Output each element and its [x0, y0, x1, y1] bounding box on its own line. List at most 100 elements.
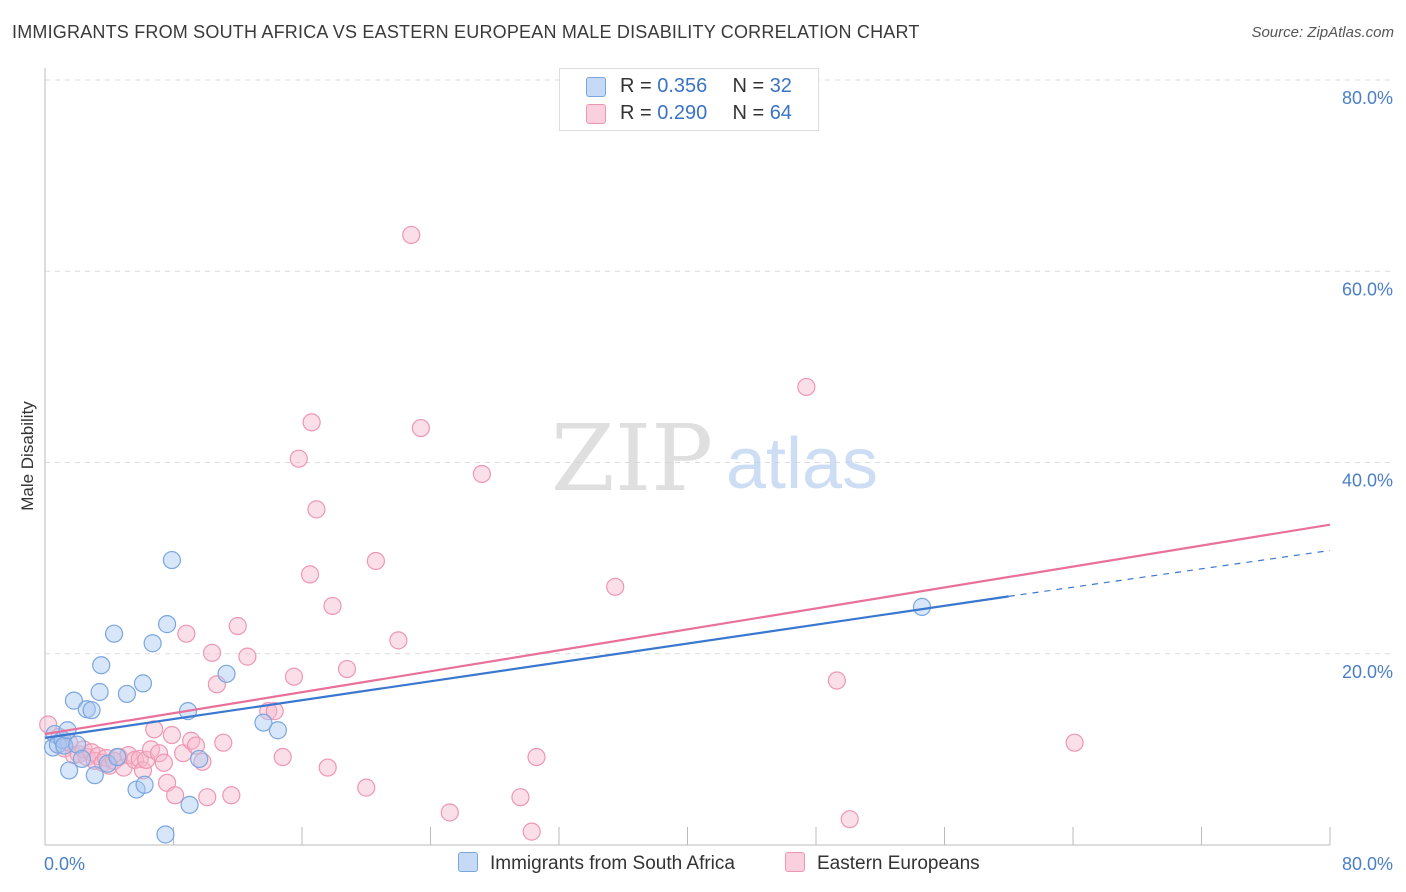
trend-line-south-africa-extension	[1008, 549, 1331, 597]
eastern-europeans-point	[527, 747, 546, 767]
legend-n-label: N =	[732, 102, 765, 124]
gridlines	[45, 79, 1393, 655]
eastern-europeans-point	[511, 788, 530, 807]
south-africa-point	[157, 615, 177, 634]
south-africa-point	[90, 682, 109, 702]
south-africa-point	[68, 735, 87, 754]
eastern-europeans-point	[228, 616, 247, 636]
eastern-europeans-point	[186, 736, 206, 755]
eastern-europeans-point	[1065, 733, 1084, 752]
bottom-legend-eastern-europeans: Eastern Europeans	[785, 852, 980, 875]
south-africa-point	[135, 775, 154, 794]
eastern-europeans-point	[522, 822, 541, 841]
legend-r-label: R =	[620, 102, 652, 124]
south-africa-point	[254, 713, 273, 732]
eastern-europeans-point	[389, 631, 408, 650]
eastern-europeans-point	[366, 551, 385, 571]
eastern-europeans-point	[402, 225, 421, 245]
y-axis-label: Male Disability	[18, 401, 37, 511]
eastern-europeans-point	[162, 725, 181, 745]
south-africa-point	[180, 795, 199, 814]
legend-n-value-blue: 32	[769, 75, 792, 97]
eastern-europeans-point	[154, 753, 173, 772]
south-africa-point	[108, 747, 127, 767]
eastern-europeans-point	[797, 377, 816, 397]
eastern-europeans-point	[222, 786, 241, 805]
eastern-europeans-point	[133, 761, 153, 780]
legend-n-value-pink: 64	[769, 102, 792, 124]
eastern-europeans-point	[265, 702, 284, 721]
eastern-europeans-point	[149, 744, 169, 763]
south-africa-point	[117, 684, 137, 704]
eastern-europeans-point	[307, 500, 326, 519]
correlation-legend: R = 0.356 N = 32 R = 0.290 N = 64	[559, 68, 819, 131]
south-africa-point	[143, 634, 162, 653]
x-tick-label: 80.0%	[1342, 854, 1393, 874]
watermark-atlas: atlas	[726, 424, 878, 504]
y-tick-label: 40.0%	[1342, 471, 1393, 491]
south-africa-point	[162, 550, 181, 570]
eastern-europeans-point	[214, 733, 233, 752]
watermark-zip: ZIP	[551, 405, 713, 512]
trend-line-south-africa	[44, 595, 1009, 739]
legend-swatch-pink	[586, 104, 606, 124]
legend-r-value-blue: 0.356	[657, 75, 708, 97]
eastern-europeans-point	[284, 667, 304, 686]
y-tick-label: 60.0%	[1342, 279, 1393, 299]
x-tick-labels: 0.0% 80.0%	[44, 854, 1393, 874]
eastern-europeans-point	[840, 810, 859, 829]
legend-n-label: N =	[732, 75, 765, 97]
bottom-legend-label-blue: Immigrants from South Africa	[490, 853, 735, 874]
y-tick-label: 20.0%	[1342, 662, 1393, 682]
eastern-europeans-point	[289, 449, 308, 468]
eastern-europeans-point	[300, 565, 320, 584]
south-africa-point	[59, 761, 79, 780]
eastern-europeans-point	[177, 624, 196, 643]
south-africa-point	[156, 825, 175, 844]
eastern-europeans-point	[259, 702, 278, 721]
eastern-europeans-point	[273, 747, 292, 767]
watermark: ZIP atlas	[551, 405, 878, 512]
eastern-europeans-point	[472, 464, 491, 484]
south-africa-point	[55, 736, 74, 755]
axes	[44, 68, 1331, 846]
legend-swatch-blue	[586, 77, 606, 97]
trend-lines	[44, 523, 1331, 739]
south-africa-point	[72, 749, 92, 769]
bottom-legend-south-africa: Immigrants from South Africa	[458, 852, 735, 875]
eastern-europeans-point	[302, 413, 321, 432]
eastern-europeans-point	[166, 786, 185, 805]
south-africa-point	[64, 691, 84, 710]
bottom-legend-label-pink: Eastern Europeans	[817, 853, 980, 874]
legend-r-value-pink: 0.290	[657, 102, 708, 124]
x-tick-label: 0.0%	[44, 854, 85, 874]
south-africa-point	[190, 749, 209, 769]
eastern-europeans-point	[440, 803, 459, 822]
trend-line-eastern-europeans	[44, 523, 1331, 736]
eastern-europeans-point	[827, 671, 846, 690]
south-africa-point	[85, 766, 104, 785]
eastern-europeans-point	[202, 643, 222, 662]
bottom-legend-swatch-blue	[458, 852, 478, 872]
eastern-europeans-point	[193, 752, 212, 771]
eastern-europeans-point	[198, 788, 217, 807]
south-africa-point	[217, 664, 236, 683]
eastern-europeans-point	[411, 418, 430, 438]
south-africa-point	[133, 674, 153, 693]
chart-title: IMMIGRANTS FROM SOUTH AFRICA VS EASTERN …	[12, 22, 920, 42]
eastern-europeans-point	[318, 758, 337, 777]
eastern-europeans-point	[238, 647, 257, 666]
south-africa-point	[912, 597, 932, 616]
south-africa-point	[268, 721, 288, 740]
eastern-europeans-point	[323, 596, 342, 616]
south-africa-point	[43, 738, 63, 757]
bottom-legend-swatch-pink	[785, 852, 805, 872]
south-africa-point	[92, 656, 111, 675]
eastern-europeans-point	[606, 577, 625, 596]
eastern-europeans-points	[39, 225, 1084, 841]
south-africa-point	[98, 754, 117, 773]
south-africa-point	[82, 701, 101, 720]
south-africa-point	[104, 624, 124, 643]
y-tick-label: 80.0%	[1342, 88, 1393, 108]
